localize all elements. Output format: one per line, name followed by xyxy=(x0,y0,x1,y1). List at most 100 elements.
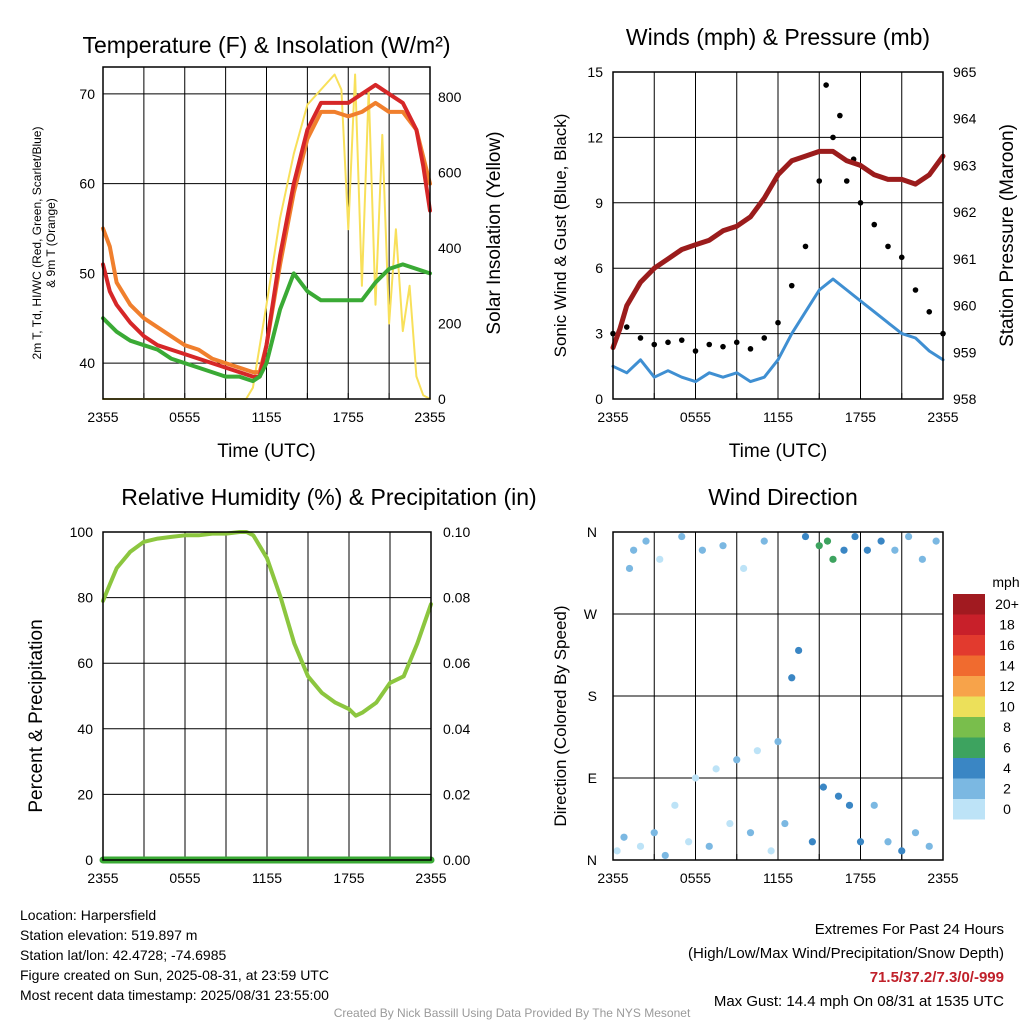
direction-point xyxy=(815,542,823,550)
legend-label: 0 xyxy=(1003,801,1011,817)
plot-frame xyxy=(102,531,432,861)
direction-point xyxy=(898,847,906,855)
direction-point xyxy=(845,801,854,809)
legend-swatch xyxy=(953,676,985,697)
x-tick-label: 2355 xyxy=(927,870,958,886)
gust-point xyxy=(898,254,905,261)
y-tick-label: 80 xyxy=(77,590,93,606)
direction-point xyxy=(678,532,686,541)
x-tick-label: 2355 xyxy=(87,409,118,425)
y-tick-label: 60 xyxy=(79,176,95,192)
legend-label: 20+ xyxy=(995,596,1019,612)
gust-point xyxy=(823,82,829,88)
direction-point xyxy=(781,819,789,828)
y-tick-label: 0 xyxy=(85,852,93,868)
legend-label: 16 xyxy=(999,637,1015,653)
gust-point xyxy=(912,287,919,293)
temperature-series-line xyxy=(101,262,432,384)
x-tick-label: 2355 xyxy=(87,870,118,886)
y2-tick-label: 962 xyxy=(953,204,977,220)
y2-tick-label: 400 xyxy=(438,240,462,256)
direction-point xyxy=(834,792,843,800)
max-gust-text: Max Gust: 14.4 mph On 08/31 at 1535 UTC xyxy=(713,993,1004,1010)
direction-point xyxy=(726,819,734,828)
y-tick-label: E xyxy=(588,770,597,786)
legend-swatch xyxy=(953,778,985,799)
direction-point xyxy=(808,838,816,846)
direction-point xyxy=(819,783,827,791)
extremes-title: Extremes For Past 24 Hours xyxy=(814,921,1004,938)
y-tick-label: 20 xyxy=(77,786,93,802)
gust-point xyxy=(788,282,795,289)
direction-point xyxy=(856,838,865,846)
y2-tick-label: 0.10 xyxy=(443,524,470,540)
y2-tick-label: 0.04 xyxy=(443,721,470,737)
direction-point xyxy=(630,546,638,554)
extremes-values: 71.5/37.2/7.3/0/-999 xyxy=(869,969,1004,986)
y-axis-label: Direction (Colored By Speed) xyxy=(551,605,570,826)
credit-text: Created By Nick Bassill Using Data Provi… xyxy=(333,1006,691,1020)
y-tick-label: N xyxy=(587,852,597,868)
y-tick-label: 50 xyxy=(79,265,95,281)
legend-label: 14 xyxy=(999,658,1015,674)
y-tick-label: 40 xyxy=(77,721,93,737)
legend-label: 10 xyxy=(999,699,1015,715)
direction-point xyxy=(685,838,693,846)
gust-point xyxy=(678,337,685,343)
x-tick-label: 0555 xyxy=(680,409,711,425)
gust-point xyxy=(651,341,658,348)
direction-point xyxy=(801,532,810,541)
x-tick-label: 1155 xyxy=(252,870,282,886)
direction-point xyxy=(746,829,755,837)
direction-point xyxy=(870,801,878,809)
x-tick-label: 2355 xyxy=(927,409,958,425)
gust-point xyxy=(926,309,933,315)
direction-point xyxy=(650,829,658,837)
gust-point xyxy=(830,134,836,141)
legend-swatch xyxy=(953,717,985,738)
direction-point xyxy=(851,532,859,541)
y-tick-label: W xyxy=(584,606,598,622)
direction-point xyxy=(642,537,650,545)
direction-point xyxy=(661,851,669,860)
legend-label: 4 xyxy=(1003,760,1011,776)
legend-swatch xyxy=(953,758,985,779)
humidity-line xyxy=(101,530,433,718)
legend-swatch xyxy=(953,614,985,635)
direction-point xyxy=(840,546,848,554)
plot-frame xyxy=(612,531,944,861)
y-tick-label: 0 xyxy=(595,391,603,407)
chart-title: Winds (mph) & Pressure (mb) xyxy=(626,24,930,50)
direction-point xyxy=(767,847,775,855)
recent-data-text: Most recent data timestamp: 2025/08/31 2… xyxy=(20,987,329,1003)
x-tick-label: 0555 xyxy=(169,870,200,886)
gust-point xyxy=(816,178,823,184)
x-axis-label: Time (UTC) xyxy=(729,441,828,462)
gust-point xyxy=(857,200,864,206)
x-tick-label: 1755 xyxy=(845,870,876,886)
extremes-subtitle: (High/Low/Max Wind/Precipitation/Snow De… xyxy=(688,945,1004,962)
y-tick-label: 15 xyxy=(587,64,603,80)
y-tick-label: 70 xyxy=(79,86,95,102)
legend-swatch xyxy=(953,635,985,656)
direction-point xyxy=(891,546,899,554)
y2-tick-label: 961 xyxy=(953,251,977,267)
legend-label: 6 xyxy=(1003,740,1011,756)
elevation-text: Station elevation: 519.897 m xyxy=(20,927,198,943)
y-tick-label: 40 xyxy=(79,355,95,371)
direction-point xyxy=(625,564,634,573)
gust-point xyxy=(837,112,843,119)
legend-swatch xyxy=(953,655,985,676)
direction-point xyxy=(671,801,679,809)
y-axis-label: Percent & Precipitation xyxy=(26,619,47,812)
direction-point xyxy=(884,838,892,846)
direction-point xyxy=(620,833,628,841)
legend-label: 2 xyxy=(1003,781,1011,797)
direction-point xyxy=(740,564,748,573)
winds-panel: 2355 0555 1155 1755 2355 0 3 6 9 12 15 958 959 960 961… xyxy=(551,24,1018,462)
direction-point xyxy=(760,537,768,545)
x-tick-label: 1155 xyxy=(763,409,793,425)
y2-tick-label: 958 xyxy=(953,391,977,407)
y2-tick-label: 0.06 xyxy=(443,655,470,671)
